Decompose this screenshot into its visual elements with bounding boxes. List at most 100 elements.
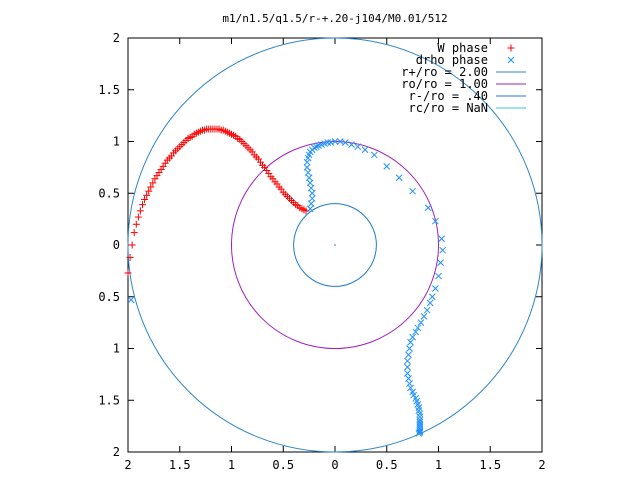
drho-phase-point [406,380,413,388]
drho-phase-point [415,430,423,437]
axis-ticks [127,37,543,453]
drho-phase-point [303,164,311,171]
y-tick-label: 0.5 [98,186,120,200]
drho-phase-point [331,138,339,145]
drho-phase-point [310,144,318,152]
drho-phase-point [327,139,335,146]
drho-phase-point [306,179,314,187]
drho-phase-point [428,293,436,301]
x-tick-label: 0.5 [376,458,398,472]
y-tick-label: 0.5 [98,290,120,304]
drho-phase-point [405,351,412,359]
drho-phase-point [412,328,420,336]
x-tick-label: 1.5 [479,458,501,472]
circle-r+ro [127,37,543,453]
legend-marker [507,44,515,52]
legend-label: r-/ro = .40 [409,89,488,103]
w-phase-point [126,253,134,261]
drho-phase-point [127,296,135,304]
x-tick-label: 0 [331,458,338,472]
drho-phase-point [341,139,349,146]
drho-phase-point [426,299,434,307]
y-tick-label: 1 [113,135,120,149]
drho-phase-point [303,158,311,166]
drho-phase-point [409,187,416,195]
drho-phase-point [404,363,411,371]
legend-label: r+/ro = 2.00 [401,65,488,79]
drho-phase-point [417,319,425,326]
drho-phase-point [406,345,413,352]
x-tick-label: 1 [228,458,235,472]
x-tick-label: 0.5 [272,458,294,472]
x-tick-label: 2 [538,458,545,472]
drho-phase-point [361,146,369,154]
drho-phase-point [404,369,411,377]
origin-dot [334,244,336,246]
y-tick-label: 1.5 [98,393,120,407]
w-phase-point [130,229,138,237]
drho-phase-point [416,413,424,421]
y-tick-label: 1.5 [98,83,120,97]
w-phase-point [128,241,136,249]
w-phase-point [149,179,157,187]
y-tick-label: 2 [113,445,120,459]
drho-phase-point [416,410,424,418]
drho-phase-point [407,338,414,346]
data-markers [124,125,446,437]
drho-phase-point [308,189,316,197]
drho-phase-point [415,404,423,411]
w-phase-point [136,207,144,215]
drho-phase-point [307,184,315,192]
legend-label: ro/ro = 1.00 [401,77,488,91]
drho-phase-point [437,259,444,266]
x-axis-tick-labels: 2 1.5 1 0.5 0 0.5 1 1.5 2 [124,458,545,472]
drho-phase-point [409,333,416,341]
y-axis-tick-labels: 2 1.5 1 0.5 0 0.5 1 1.5 2 [98,31,120,459]
w-phase-point [147,183,155,191]
w-phase-point [134,213,142,221]
w-phase-point [132,220,140,228]
drho-phase-point [439,246,446,254]
drho-phase-point [306,205,314,213]
drho-phase-point [305,174,313,182]
drho-phase-point [423,306,431,314]
drho-phase-point [354,143,362,151]
drho-phase-point [435,272,442,280]
y-tick-label: 0 [113,238,120,252]
drho-phase-point [370,151,378,159]
y-tick-label: 1 [113,342,120,356]
drho-phase-point [407,384,414,392]
x-tick-label: 2 [124,458,131,472]
chart-title: m1/n1.5/q1.5/r-+.20-j104/M0.01/512 [222,12,447,25]
legend-label: rc/ro = NaN [409,101,488,115]
drho-phase-point [410,391,418,399]
w-phase-point [138,201,146,209]
drho-phase-point [405,375,412,382]
drho-phase-point [383,162,391,170]
legend-marker [507,56,515,64]
w-phase-point [124,269,132,277]
drho-phase-point [307,200,315,207]
x-tick-label: 1 [435,458,442,472]
drho-phase-point [414,324,422,332]
drho-phase-point [304,169,312,176]
w-phase-point [143,191,151,199]
drho-phase-point [336,138,344,145]
drho-phase-point [395,174,403,182]
drho-phase-point [348,141,355,148]
drho-phase-point [432,217,439,225]
w-phase-point [145,187,153,195]
drho-phase-point [324,139,332,146]
legend-label: drho phase [416,53,488,67]
drho-phase-point [416,427,424,435]
y-tick-label: 2 [113,31,120,45]
drho-phase-point [432,285,439,292]
drho-phase-point [438,235,445,243]
drho-phase-point [313,143,320,151]
drho-phase-point [308,195,316,202]
legend-label: W phase [437,41,488,55]
circle-r-ro [293,203,377,287]
drho-phase-point [420,313,428,320]
